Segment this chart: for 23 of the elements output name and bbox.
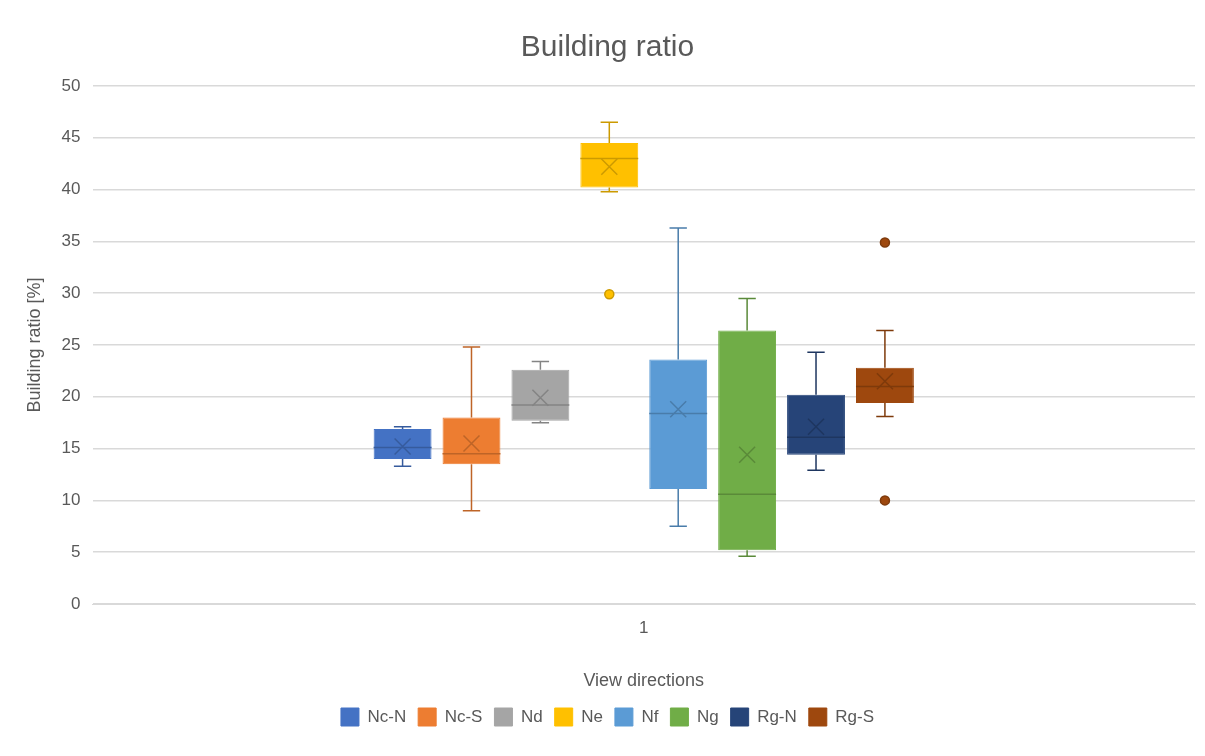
y-tick-label: 35 <box>61 231 81 251</box>
y-tick-label: 30 <box>61 282 81 302</box>
legend-label: Nc-N <box>367 706 407 726</box>
y-tick-label: 50 <box>61 75 81 95</box>
legend-label: Nc-S <box>444 706 483 726</box>
y-tick-label: 0 <box>71 593 81 613</box>
legend-label: Nd <box>520 706 543 726</box>
chart-title: Building ratio <box>520 29 695 63</box>
x-axis-title: View directions <box>583 670 705 691</box>
x-tick-label: 1 <box>639 617 649 637</box>
y-tick-label: 25 <box>61 334 81 354</box>
legend-label: Rg-S <box>835 706 875 726</box>
y-tick-label: 45 <box>61 127 81 147</box>
legend-label: Nf <box>641 706 659 726</box>
y-tick-label: 20 <box>61 386 81 406</box>
y-tick-label: 5 <box>71 541 81 561</box>
y-tick-label: 10 <box>61 490 81 510</box>
legend-label: Rg-N <box>757 706 797 726</box>
y-tick-label: 40 <box>61 179 81 199</box>
legend-label: Ng <box>696 706 719 726</box>
y-axis-title: Building ratio [%] <box>23 277 44 413</box>
y-tick-label: 15 <box>61 438 81 458</box>
legend-label: Ne <box>581 706 603 726</box>
